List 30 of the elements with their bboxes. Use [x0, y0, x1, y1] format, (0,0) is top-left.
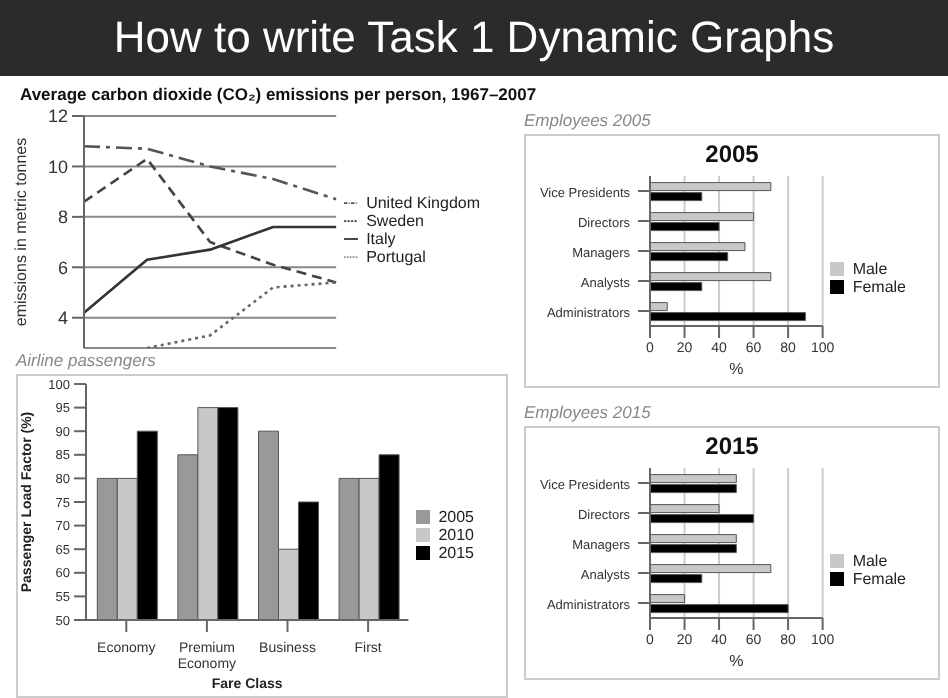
chart-subtitle: Employees 2015 [524, 400, 653, 426]
legend-label: Male [852, 259, 888, 277]
y-tick-label: 8 [57, 207, 68, 228]
chart-title: 2015 [703, 430, 761, 464]
legend-label: United Kingdom [366, 194, 480, 212]
x-axis-title: % [729, 652, 744, 670]
legend-label: Female [852, 569, 906, 587]
legend-label: Sweden [366, 212, 424, 230]
x-axis-title: % [729, 360, 744, 378]
legend-label: 2015 [438, 543, 474, 561]
line-series [82, 225, 338, 314]
legend-label: Female [852, 277, 906, 295]
chart-subtitle: Employees 2005 [524, 108, 653, 134]
line-series [82, 144, 338, 201]
y-tick-label: 6 [57, 257, 68, 278]
y-axis-title: emissions in metric tonnes [11, 137, 30, 327]
y-tick-label: 10 [47, 156, 68, 177]
chart-title: Average carbon dioxide (CO₂) emissions per person, 1967–2007 [18, 82, 537, 108]
line-series [82, 157, 338, 284]
y-tick-label: 12 [47, 106, 68, 127]
legend-label: Portugal [366, 248, 426, 266]
text: How to write Task 1 Dynamic Graphs [113, 12, 835, 64]
y-tick-label: 4 [57, 308, 68, 329]
legend-label: Male [852, 551, 888, 569]
chart-title: 2005 [703, 138, 761, 172]
chart-subtitle: Airline passengers [16, 348, 158, 374]
line-series [145, 281, 338, 348]
legend-label: 2005 [438, 507, 474, 525]
legend-label: Italy [366, 230, 396, 248]
legend-label: 2010 [438, 525, 474, 543]
